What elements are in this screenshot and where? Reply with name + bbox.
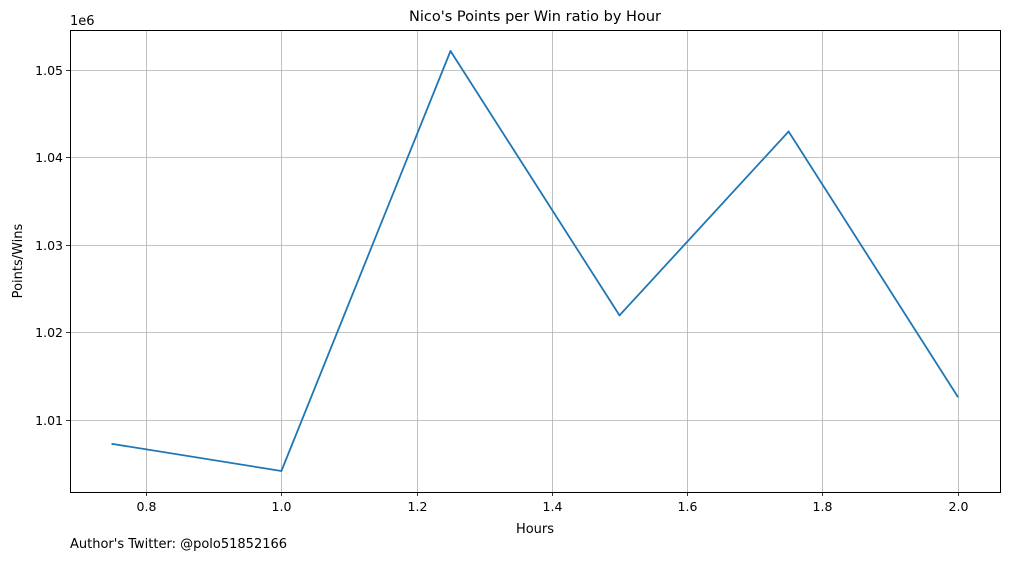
data-point: [956, 395, 959, 398]
chart-title: Nico's Points per Win ratio by Hour: [409, 9, 661, 25]
data-point: [280, 470, 283, 472]
y-tick-label: 1.03: [35, 238, 63, 253]
x-tick-label: 1.6: [678, 499, 698, 514]
y-tick-label: 1.04: [35, 150, 63, 165]
grid-lines: [70, 30, 1000, 492]
series-layer: [111, 50, 959, 472]
x-tick-label: 0.8: [137, 499, 157, 514]
y-tick-label: 1.05: [35, 63, 63, 78]
x-axis-ticks: 0.8 1.0 1.2 1.4 1.6 1.8 2.0: [137, 492, 969, 514]
y-tick-label: 1.01: [35, 413, 63, 428]
series-line: [111, 50, 959, 472]
x-tick-label: 2.0: [949, 499, 969, 514]
plot-frame: [70, 30, 1001, 493]
data-point: [787, 130, 790, 133]
x-tick-label: 1.2: [408, 499, 428, 514]
x-axis-label: Hours: [516, 522, 554, 537]
author-credit: Author's Twitter: @polo51852166: [70, 537, 288, 552]
y-offset-label: 1e6: [70, 14, 95, 29]
data-point: [111, 443, 114, 445]
y-tick-label: 1.02: [35, 325, 63, 340]
data-point: [449, 50, 452, 52]
y-axis-label: Points/Wins: [11, 223, 26, 298]
x-tick-label: 1.8: [813, 499, 833, 514]
x-tick-label: 1.0: [272, 499, 292, 514]
data-point: [618, 314, 621, 317]
y-axis-ticks: 1.01 1.02 1.03 1.04 1.05: [35, 63, 70, 428]
x-tick-label: 1.4: [543, 499, 563, 514]
